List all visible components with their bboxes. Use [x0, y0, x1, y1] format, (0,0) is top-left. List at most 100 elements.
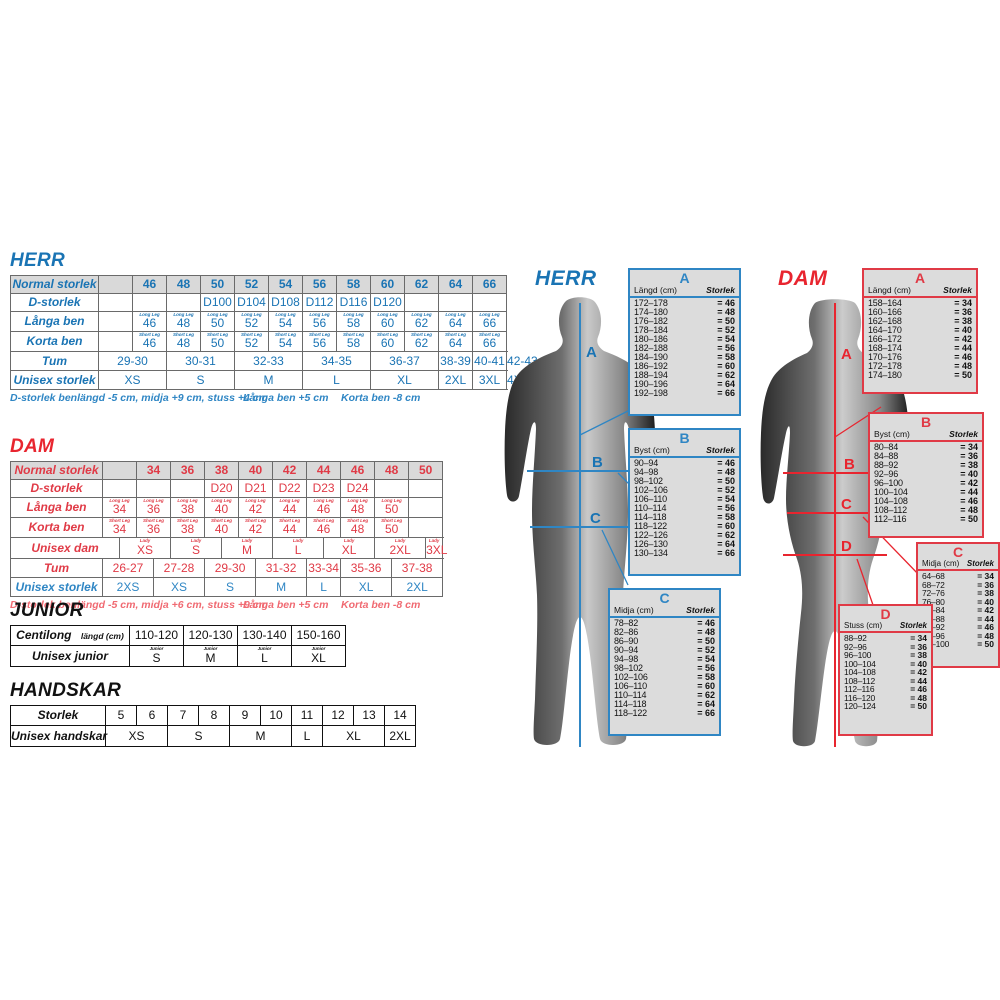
size: = 62	[697, 690, 715, 700]
cell: 14	[384, 705, 416, 726]
cell-value: 56	[312, 316, 327, 331]
box-unit-label: Byst (cm)	[874, 429, 910, 439]
size: = 48	[697, 627, 715, 637]
range: 98–102	[614, 663, 643, 673]
table-row: Unisex handskar XS S M L XL 2XL	[10, 725, 416, 747]
handskar-section: HANDSKAR Storlek 5 6 7 8 9 10 11 12 13 1	[10, 680, 416, 747]
cell-value: M	[242, 542, 253, 557]
table-row: Unisex dam Lady XS Lady S Lady M Lady L Lady…	[10, 537, 447, 559]
dam-notes: D-storlek benlängd -5 cm, midja +6 cm, s…	[10, 597, 443, 613]
cell: Short Leg 64	[438, 331, 473, 352]
cell: M	[234, 370, 303, 390]
herr-title: HERR	[10, 250, 66, 271]
range: 78–82	[614, 618, 639, 628]
cell: Short Leg 50	[374, 517, 410, 538]
range: 100–104	[874, 487, 908, 497]
cell: 2XL	[384, 725, 416, 747]
row-label-normal-storlek: Normal storlek	[10, 275, 99, 294]
size: = 48	[910, 692, 927, 703]
long-leg-tag: Long Leg	[241, 311, 262, 317]
range: 186–192	[634, 361, 668, 371]
cell-value: S	[152, 650, 161, 665]
range: 108–112	[874, 505, 907, 515]
cell: 29-30	[204, 558, 257, 578]
cell: XL	[322, 725, 385, 747]
cell: 8	[198, 705, 230, 726]
range: 84–88	[874, 451, 899, 461]
size: = 34	[960, 442, 978, 452]
long-leg-tag: Long Leg	[347, 497, 368, 503]
marker-a-dam: A	[841, 346, 852, 363]
range: 104–108	[844, 667, 876, 677]
box-row: 106–110 = 54	[634, 495, 735, 504]
dam-size-table: Normal storlek 34 36 38 40 42 44 46 48 5…	[10, 461, 447, 597]
box-row: 96–100 = 50	[922, 640, 994, 649]
row-label-korta-ben: Korta ben	[10, 517, 103, 538]
row-label-tum: Tum	[10, 351, 99, 371]
row-label-d-storlek: D-storlek	[10, 293, 99, 312]
cell: 13	[353, 705, 385, 726]
cell-value: 40	[214, 502, 229, 517]
box-row: 90–94 = 52	[614, 646, 715, 655]
dam-note-right: Korta ben -8 cm	[341, 599, 421, 611]
size: = 62	[717, 530, 735, 540]
box-row: 170–176 = 46	[868, 353, 972, 362]
cell: Long Leg 50	[200, 311, 235, 332]
range: 96–100	[874, 478, 903, 488]
box-size-label: Storlek	[686, 605, 715, 615]
long-leg-tag: Long Leg	[309, 311, 330, 317]
cell: Lady M	[221, 537, 274, 559]
size: = 60	[717, 521, 735, 531]
cell: Lady 2XL	[374, 537, 427, 559]
box-row: 102–106 = 52	[634, 486, 735, 495]
cell-value: 46	[142, 316, 157, 331]
size: = 60	[697, 681, 715, 691]
cell-value: 46	[316, 502, 331, 517]
cell: Long Leg 66	[471, 311, 508, 332]
cell	[438, 293, 473, 312]
cell: Long Leg 58	[336, 311, 371, 332]
size: = 66	[717, 548, 735, 558]
cell: 42	[272, 461, 308, 480]
cell-value: 44	[282, 522, 297, 537]
cell: 33-34	[306, 558, 342, 578]
long-leg-tag: Long Leg	[381, 497, 402, 503]
box-row: 162–168 = 38	[868, 317, 972, 326]
size: = 58	[717, 512, 735, 522]
range: 168–174	[868, 343, 902, 353]
size: = 42	[954, 334, 972, 344]
handskar-size-table: Storlek 5 6 7 8 9 10 11 12 13 14 Unisex …	[10, 705, 416, 747]
box-row: 188–194 = 62	[634, 371, 735, 380]
range: 86–90	[614, 636, 639, 646]
box-row: 76–80 = 40	[922, 596, 994, 607]
short-leg-tag: Short Leg	[381, 517, 403, 523]
cell: Junior S	[129, 645, 184, 667]
box-row: 130–134 = 66	[634, 549, 735, 558]
size: = 40	[977, 596, 994, 607]
cell: D100	[200, 293, 235, 312]
cell-value: 64	[448, 316, 463, 331]
box-row: 88–92 = 34	[844, 634, 927, 643]
cell: 27-28	[152, 558, 206, 578]
cell-value: 38	[180, 502, 195, 517]
box-row: 110–114 = 62	[614, 691, 715, 700]
range: 126–130	[634, 539, 668, 549]
box-row: 126–130 = 64	[634, 540, 735, 549]
junior-title: JUNIOR	[10, 600, 84, 621]
herr-box-c: C Midja (cm) Storlek 78–82 = 46 82–86 = 48…	[608, 588, 721, 736]
cell-value: 58	[346, 336, 361, 351]
herr-notes: D-storlek benlängd -5 cm, midja +9 cm, s…	[10, 390, 507, 406]
range: 122–126	[634, 530, 668, 540]
box-row: 72–76 = 38	[922, 589, 994, 598]
cell-value: 50	[210, 336, 225, 351]
range: 118–122	[634, 521, 667, 531]
range: 82–86	[614, 627, 639, 637]
dam-note-mid: Långa ben +5 cm	[243, 599, 329, 611]
cell: Long Leg 34	[102, 497, 137, 518]
lady-tag: Lady	[190, 538, 202, 544]
lady-tag: Lady	[292, 538, 304, 544]
cell: 50	[200, 275, 235, 294]
box-size-label: Storlek	[943, 285, 972, 295]
size: = 42	[977, 605, 994, 615]
size: = 42	[910, 667, 927, 677]
